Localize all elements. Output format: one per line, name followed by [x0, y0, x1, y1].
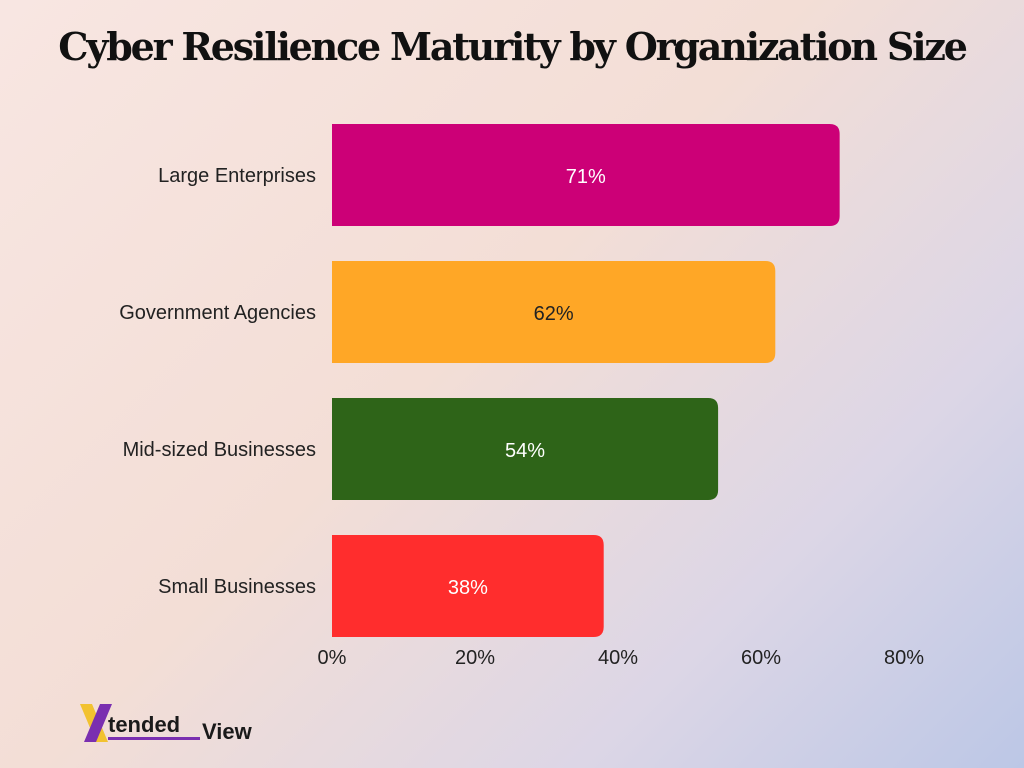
- chart-title: Cyber Resilience Maturity by Organizatio…: [58, 24, 968, 69]
- x-tick-label: 80%: [884, 647, 924, 669]
- bars-layer: [332, 124, 840, 637]
- x-tick-label: 60%: [741, 647, 781, 669]
- xtendedview-logo: tended View: [80, 704, 253, 744]
- value-labels: 71% 62% 54% 38%: [448, 166, 606, 599]
- x-tick-label: 0%: [318, 647, 347, 669]
- value-label: 38%: [448, 577, 488, 599]
- category-label: Government Agencies: [119, 302, 316, 324]
- bar-mid-sized-businesses: [332, 398, 719, 500]
- x-axis-tick-labels: 0% 20% 40% 60% 80%: [318, 647, 925, 669]
- category-label: Mid-sized Businesses: [123, 439, 316, 461]
- value-label: 71%: [566, 166, 606, 188]
- category-label: Small Businesses: [158, 576, 316, 598]
- value-label: 54%: [505, 440, 545, 462]
- category-labels: Large Enterprises Government Agencies Mid-…: [119, 165, 316, 598]
- category-label: Large Enterprises: [158, 165, 316, 187]
- logo-text-view: View: [202, 719, 253, 744]
- value-label: 62%: [534, 303, 574, 325]
- logo-text-tended: tended: [108, 712, 180, 737]
- bar-small-businesses: [332, 535, 604, 637]
- x-tick-label: 40%: [598, 647, 638, 669]
- bar-large-enterprises: [332, 124, 840, 226]
- logo-underline: [108, 737, 200, 740]
- logo-x-mark-right: [84, 704, 112, 742]
- x-tick-label: 20%: [455, 647, 495, 669]
- bar-government-agencies: [332, 261, 776, 363]
